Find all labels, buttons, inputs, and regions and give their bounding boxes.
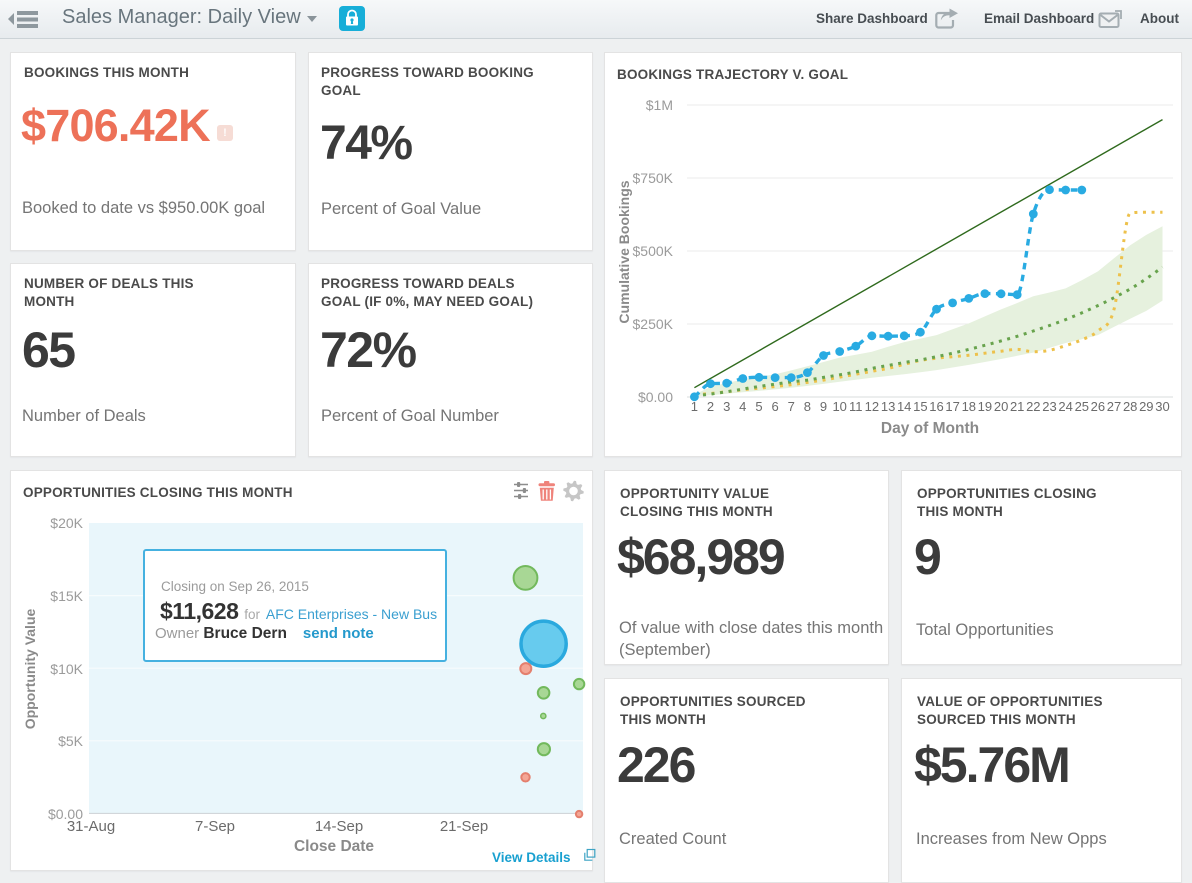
svg-text:22: 22 bbox=[1026, 399, 1040, 414]
svg-text:25: 25 bbox=[1075, 399, 1089, 414]
svg-text:13: 13 bbox=[881, 399, 895, 414]
svg-text:18: 18 bbox=[962, 399, 976, 414]
svg-text:10: 10 bbox=[832, 399, 846, 414]
svg-text:8: 8 bbox=[804, 399, 811, 414]
svg-text:15: 15 bbox=[913, 399, 927, 414]
svg-text:31-Aug: 31-Aug bbox=[67, 818, 115, 835]
svg-text:30: 30 bbox=[1155, 399, 1169, 414]
svg-text:$20K: $20K bbox=[50, 515, 83, 531]
svg-text:21: 21 bbox=[1010, 399, 1024, 414]
svg-text:Day of Month: Day of Month bbox=[881, 420, 979, 437]
svg-text:24: 24 bbox=[1058, 399, 1072, 414]
svg-text:$750K: $750K bbox=[633, 170, 674, 186]
svg-text:$15K: $15K bbox=[50, 588, 83, 604]
svg-text:Close Date: Close Date bbox=[294, 838, 374, 855]
svg-text:11: 11 bbox=[849, 399, 863, 414]
svg-text:6: 6 bbox=[771, 399, 778, 414]
svg-text:3: 3 bbox=[723, 399, 730, 414]
svg-text:$250K: $250K bbox=[633, 316, 674, 332]
svg-text:9: 9 bbox=[820, 399, 827, 414]
svg-text:23: 23 bbox=[1042, 399, 1056, 414]
svg-text:28: 28 bbox=[1123, 399, 1137, 414]
svg-text:Opportunity Value: Opportunity Value bbox=[22, 609, 38, 730]
svg-text:14-Sep: 14-Sep bbox=[315, 818, 363, 835]
svg-text:12: 12 bbox=[865, 399, 879, 414]
svg-text:$500K: $500K bbox=[633, 243, 674, 259]
svg-text:$5K: $5K bbox=[58, 733, 84, 749]
svg-text:2: 2 bbox=[707, 399, 714, 414]
svg-text:7-Sep: 7-Sep bbox=[195, 818, 235, 835]
svg-text:$0.00: $0.00 bbox=[48, 806, 83, 822]
svg-text:4: 4 bbox=[739, 399, 746, 414]
svg-text:14: 14 bbox=[897, 399, 911, 414]
svg-text:$1M: $1M bbox=[646, 97, 673, 113]
svg-text:7: 7 bbox=[788, 399, 795, 414]
svg-text:19: 19 bbox=[978, 399, 992, 414]
svg-text:$10K: $10K bbox=[50, 661, 83, 677]
svg-text:21-Sep: 21-Sep bbox=[440, 818, 488, 835]
svg-text:Cumulative Bookings: Cumulative Bookings bbox=[616, 180, 632, 323]
svg-text:$0.00: $0.00 bbox=[638, 389, 673, 405]
svg-text:27: 27 bbox=[1107, 399, 1121, 414]
svg-text:16: 16 bbox=[929, 399, 943, 414]
svg-text:5: 5 bbox=[755, 399, 762, 414]
svg-text:29: 29 bbox=[1139, 399, 1153, 414]
svg-text:20: 20 bbox=[994, 399, 1008, 414]
svg-text:1: 1 bbox=[691, 399, 698, 414]
svg-text:17: 17 bbox=[945, 399, 959, 414]
svg-text:26: 26 bbox=[1091, 399, 1105, 414]
